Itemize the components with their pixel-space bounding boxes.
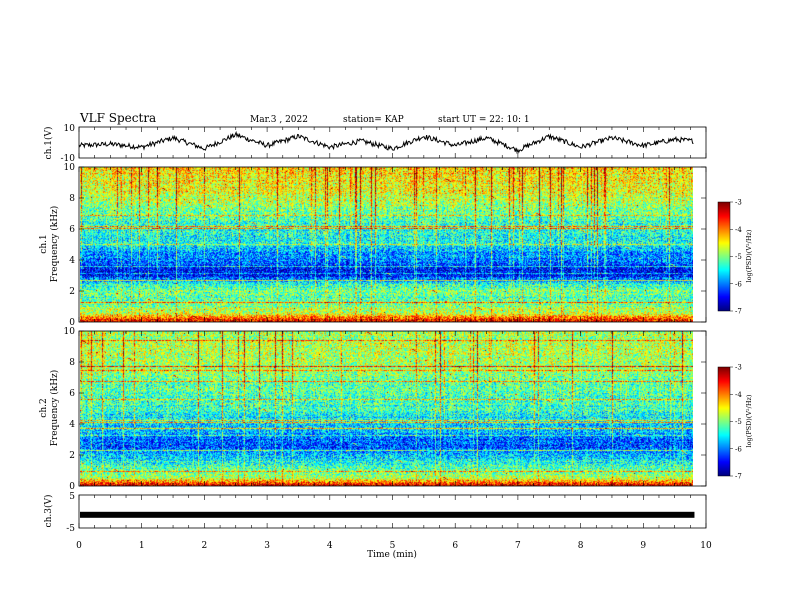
x-tick-label: 5 [390,541,396,551]
ch2-colorbar: -3 -4 -5 -6 -7 log(PSD)(V²/Hz) [717,364,753,481]
header-start-time: start UT = 22: 10: 1 [438,115,530,125]
ch2-spectrogram-ticks [78,331,707,486]
ch2-colorbar-ticks: -3 -4 -5 -6 -7 [730,364,742,481]
x-tick-label: 2 [202,541,208,551]
ch3-ytick-bottom: -5 [66,524,75,534]
x-tick-label: 6 [452,541,458,551]
x-tick-label: 3 [264,541,270,551]
ch3-waveform-ticks [78,495,707,528]
ch1-ytick-bottom: -10 [61,154,76,164]
ch1-spectrogram-ticks [78,167,707,322]
colorbar-tick-label: -5 [735,253,742,261]
colorbar-tick-label: -3 [735,199,742,207]
ch2-colorbar-gradient [718,367,730,476]
frequency-tick-label: 4 [69,420,75,430]
frequency-tick-label: 8 [69,194,75,204]
ch1-trace-line [78,130,694,155]
ch2-spectrogram-image [80,331,693,486]
ch1-waveform-ylabel: ch.1(V) [43,127,54,160]
colorbar-tick-label: -4 [735,391,742,399]
x-tick-label: 0 [76,541,82,551]
ch3-trace-line [80,511,695,518]
colorbar-tick-label: -6 [735,445,742,453]
time-axis-label: Time (min) [367,549,417,560]
ch1-colorbar-gradient [718,202,730,311]
x-tick-label: 9 [640,541,646,551]
ch1-spectrogram-panel: 0 2 4 6 8 10 ch.1 Frequency (kHz) [39,163,707,328]
ch3-waveform-panel: 5 -5 ch.3(V) [43,492,707,534]
ch2-spectrogram-panel: 0 2 4 6 8 10 ch.2 Frequency (kHz) [39,327,707,492]
ch2-colorbar-label: log(PSD)(V²/Hz) [745,394,753,447]
ch3-ytick-top: 5 [69,492,75,502]
ch1-waveform-panel: 10 -10 ch.1(V) [43,124,707,164]
x-tick-label: 10 [700,541,712,551]
ch1-frequency-label: Frequency (kHz) [49,206,60,283]
figure-title: VLF Spectra [79,111,156,125]
ch1-channel-label: ch.1 [39,234,49,253]
header-date: Mar.3 , 2022 [250,115,308,125]
frequency-tick-label: 8 [69,358,75,368]
colorbar-tick-label: -4 [735,226,742,234]
colorbar-tick-label: -3 [735,364,742,372]
ch1-waveform-ticks [78,127,707,158]
ch1-colorbar-label: log(PSD)(V²/Hz) [745,229,753,282]
frequency-tick-label: 6 [69,389,75,399]
colorbar-tick-label: -7 [735,308,742,316]
frequency-tick-label: 0 [69,482,75,492]
ch1-spectrogram-yticks: 0 2 4 6 8 10 [64,163,706,328]
frequency-tick-label: 2 [69,451,75,461]
frequency-tick-label: 2 [69,287,75,297]
colorbar-tick-label: -7 [735,473,742,481]
x-tick-label: 7 [515,541,521,551]
time-axis-tick-labels: 0 1 2 3 4 5 6 7 8 9 10 [76,541,712,551]
frequency-tick-label: 10 [64,163,76,173]
frequency-tick-label: 4 [69,256,75,266]
frequency-tick-label: 6 [69,225,75,235]
ch2-spectrogram-yticks: 0 2 4 6 8 10 [64,327,706,492]
frequency-tick-label: 10 [64,327,76,337]
x-tick-label: 8 [578,541,584,551]
ch1-spectrogram-image [80,167,693,322]
frequency-tick-label: 0 [69,318,75,328]
ch1-colorbar-ticks: -3 -4 -5 -6 -7 [730,199,742,316]
ch2-channel-label: ch.2 [39,398,49,417]
ch3-waveform-ylabel: ch.3(V) [43,495,54,528]
header-station: station= KAP [343,115,404,125]
ch2-frequency-label: Frequency (kHz) [49,370,60,447]
ch1-ytick-top: 10 [64,124,76,134]
ch1-colorbar: -3 -4 -5 -6 -7 log(PSD)(V²/Hz) [717,199,753,316]
figure-header: VLF Spectra Mar.3 , 2022 station= KAP st… [79,111,530,125]
colorbar-tick-label: -5 [735,418,742,426]
x-tick-label: 1 [139,541,145,551]
x-tick-label: 4 [327,541,333,551]
colorbar-tick-label: -6 [735,280,742,288]
